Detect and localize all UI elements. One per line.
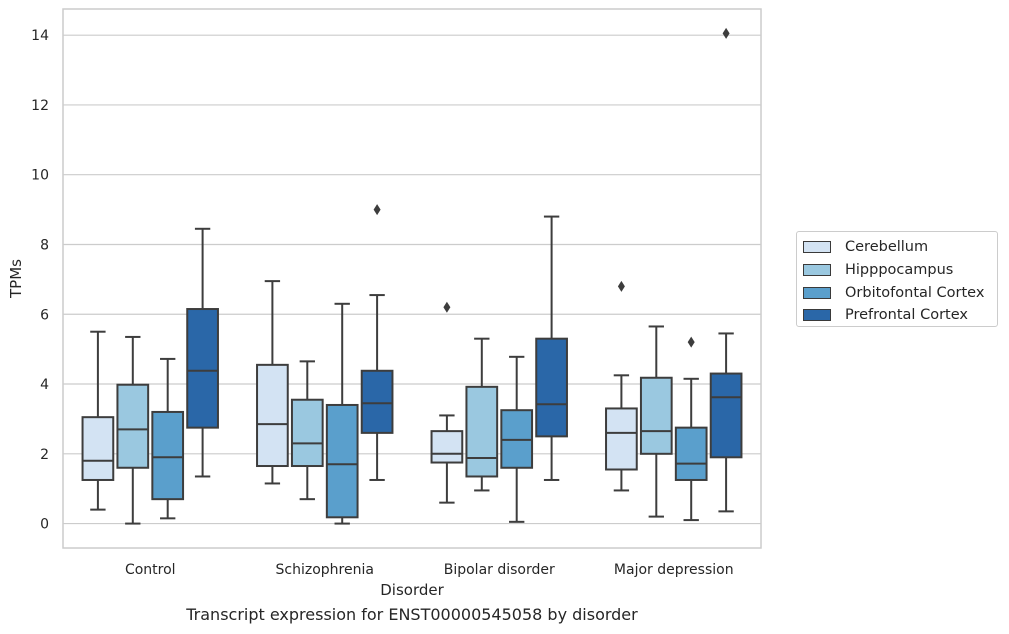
box-plot-marks	[81, 27, 743, 525]
outlier-point	[687, 336, 695, 348]
y-tick-label: 8	[40, 237, 49, 253]
x-tick-label: Schizophrenia	[276, 562, 374, 578]
box	[290, 398, 324, 468]
box-group	[360, 204, 394, 481]
box-group	[81, 330, 115, 511]
box-group	[535, 215, 568, 481]
y-tick-label: 0	[40, 517, 49, 533]
box	[116, 383, 150, 469]
legend-label: Orbitofontal Cortex	[845, 284, 985, 301]
box	[81, 416, 115, 481]
box-group	[116, 335, 150, 525]
legend-item: Orbitofontal Cortex	[803, 281, 997, 304]
legend-item: Cerebellum	[803, 236, 997, 259]
outlier-point	[722, 27, 730, 39]
y-tick-label: 10	[31, 168, 49, 184]
box	[325, 403, 359, 519]
box-group	[290, 360, 324, 501]
box	[639, 376, 673, 455]
y-tick-label: 12	[31, 98, 49, 114]
box-group	[605, 280, 638, 492]
outlier-point	[617, 280, 625, 292]
box	[709, 372, 743, 459]
box-group	[430, 301, 464, 504]
box-group	[674, 336, 708, 522]
box	[674, 426, 708, 481]
box	[360, 369, 394, 434]
box-group	[151, 357, 185, 520]
plot-frame	[62, 8, 762, 549]
y-axis-title: TPMs	[7, 259, 25, 299]
x-tick-label: Major depression	[614, 562, 734, 578]
legend-label: Cerebellum	[845, 239, 929, 256]
box	[186, 308, 219, 429]
box-group	[186, 227, 219, 478]
legend-swatch	[803, 286, 831, 299]
outlier-point	[443, 301, 451, 313]
x-tick-label: Control	[125, 562, 176, 578]
chart-caption: Transcript expression for ENST0000054505…	[186, 605, 638, 624]
x-axis-ticks: Control Schizophrenia Bipolar disorder Majo…	[125, 562, 734, 578]
legend-item: Hipppocampus	[803, 259, 997, 282]
box	[465, 385, 499, 478]
box	[256, 363, 289, 468]
legend-label: Prefrontal Cortex	[845, 307, 968, 324]
box-group	[256, 280, 289, 485]
chart-legend: Cerebellum Hipppocampus Orbitofontal Corte…	[796, 231, 998, 327]
box-group	[639, 325, 673, 518]
box	[151, 410, 185, 501]
box	[535, 337, 568, 438]
legend-swatch	[803, 264, 831, 277]
x-tick-label: Bipolar disorder	[444, 562, 555, 578]
box-group	[500, 355, 534, 523]
box-group	[465, 337, 499, 492]
legend-label: Hipppocampus	[845, 262, 954, 279]
x-axis-title: Disorder	[380, 581, 444, 599]
box	[430, 430, 464, 464]
legend-item: Prefrontal Cortex	[803, 304, 997, 327]
box-group	[709, 27, 743, 513]
outlier-point	[373, 204, 381, 216]
y-tick-label: 2	[40, 447, 49, 463]
y-axis-ticks: 0 2 4 6 8 10 12 14	[31, 28, 49, 532]
y-tick-label: 4	[40, 377, 49, 393]
y-tick-label: 6	[40, 307, 49, 323]
y-tick-label: 14	[31, 28, 49, 44]
box	[605, 407, 638, 471]
legend-swatch	[803, 309, 831, 322]
legend-swatch	[803, 241, 831, 254]
box-group	[325, 302, 359, 525]
